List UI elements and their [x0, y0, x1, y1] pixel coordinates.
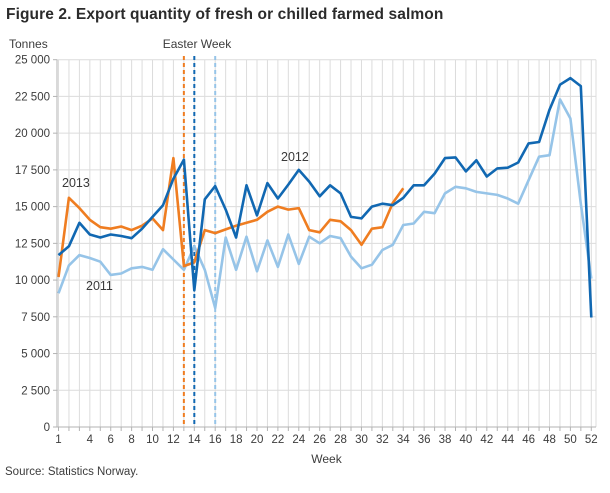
- source-note: Source: Statistics Norway.: [5, 466, 139, 478]
- y-tick-label-8: 20 000: [15, 128, 50, 140]
- x-tick-label-week-38: 38: [439, 434, 452, 446]
- figure-title: Figure 2. Export quantity of fresh or ch…: [6, 6, 444, 23]
- x-tick-label-week-42: 42: [480, 434, 493, 446]
- series-label-2013: 2013: [62, 176, 90, 190]
- y-tick-label-5: 12 500: [15, 238, 50, 250]
- x-tick-label-week-34: 34: [397, 434, 410, 446]
- x-tick-label-week-18: 18: [230, 434, 243, 446]
- y-tick-label-9: 22 500: [15, 91, 50, 103]
- y-tick-label-4: 10 000: [15, 275, 50, 287]
- x-tick-label-week-6: 6: [108, 434, 114, 446]
- series-label-2011: 2011: [86, 279, 113, 293]
- x-axis-title: Week: [311, 452, 342, 466]
- x-tick-label-week-48: 48: [543, 434, 556, 446]
- y-tick-label-3: 7 500: [21, 312, 50, 324]
- y-tick-label-10: 25 000: [15, 55, 50, 67]
- series-line-2011: [57, 98, 593, 310]
- series-line-2013: [57, 156, 405, 278]
- x-tick-label-week-36: 36: [418, 434, 431, 446]
- x-tick-label-week-32: 32: [376, 434, 389, 446]
- x-tick-label-week-30: 30: [355, 434, 368, 446]
- x-tick-label-week-46: 46: [522, 434, 535, 446]
- x-tick-label-week-14: 14: [188, 434, 201, 446]
- x-tick-label-week-8: 8: [128, 434, 134, 446]
- x-tick-label-week-20: 20: [251, 434, 264, 446]
- x-tick-label-week-28: 28: [334, 434, 347, 446]
- y-tick-label-2: 5 000: [21, 349, 50, 361]
- x-tick-label-week-24: 24: [292, 434, 305, 446]
- series-line-2012: [57, 76, 593, 318]
- y-tick-label-7: 17 500: [15, 165, 50, 177]
- easter-week-annotation: Easter Week: [162, 37, 232, 51]
- series-label-2012: 2012: [281, 150, 309, 164]
- x-tick-label-week-16: 16: [209, 434, 222, 446]
- y-tick-label-0: 0: [44, 422, 50, 434]
- x-tick-label-week-1: 1: [55, 434, 61, 446]
- x-tick-label-week-52: 52: [585, 434, 598, 446]
- x-tick-label-week-50: 50: [564, 434, 577, 446]
- x-tick-label-week-4: 4: [87, 434, 94, 446]
- x-tick-label-week-12: 12: [167, 434, 180, 446]
- x-tick-label-week-26: 26: [313, 434, 326, 446]
- y-axis-unit-label: Tonnes: [9, 37, 48, 51]
- x-tick-label-week-10: 10: [146, 434, 159, 446]
- y-tick-label-6: 15 000: [15, 202, 50, 214]
- x-tick-label-week-40: 40: [460, 434, 473, 446]
- x-tick-label-week-22: 22: [271, 434, 284, 446]
- y-tick-label-1: 2 500: [21, 385, 50, 397]
- x-tick-label-week-44: 44: [501, 434, 514, 446]
